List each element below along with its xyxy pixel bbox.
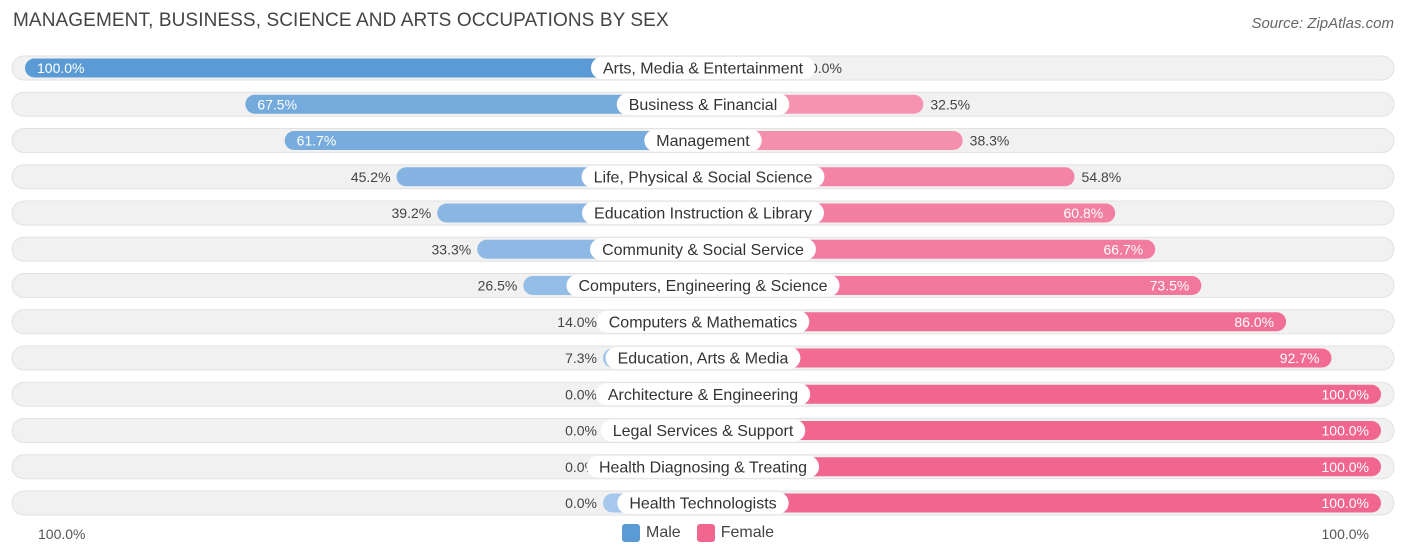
category-label: Health Diagnosing & Treating xyxy=(599,459,807,476)
male-value-label: 0.0% xyxy=(565,386,597,402)
category-label: Education, Arts & Media xyxy=(618,351,789,368)
category-label: Computers, Engineering & Science xyxy=(578,278,827,295)
female-value-label: 100.0% xyxy=(1322,386,1369,402)
male-bar xyxy=(245,94,703,114)
male-value-label: 33.3% xyxy=(432,241,472,257)
category-label: Life, Physical & Social Science xyxy=(594,169,813,186)
category-label: Health Technologists xyxy=(629,496,776,513)
bar-row: 0.0% 100.0%Health Diagnosing & Treating xyxy=(11,454,1395,480)
category-label-pill xyxy=(582,202,824,224)
category-label: Arts, Media & Entertainment xyxy=(603,61,804,78)
bar-row: 14.0% 86.0% Computers & Mathematics xyxy=(11,309,1395,335)
female-bar xyxy=(703,384,1381,404)
bar-row: 33.3% 66.7% Community & Social Service xyxy=(11,236,1395,262)
female-bar xyxy=(703,312,1287,332)
male-value-label: 26.5% xyxy=(478,278,518,294)
male-value-label: 100.0% xyxy=(37,60,84,76)
bar-row: 0.0% 100.0% Health Technologists xyxy=(11,490,1395,516)
category-label-pill xyxy=(590,238,816,261)
chart-title: MANAGEMENT, BUSINESS, SCIENCE AND ARTS O… xyxy=(13,10,669,31)
female-value-label: 100.0% xyxy=(1322,495,1369,511)
male-value-label: 45.2% xyxy=(351,169,391,185)
legend-swatch-female xyxy=(696,524,715,542)
category-label: Business & Financial xyxy=(629,97,778,114)
female-value-label: 73.5% xyxy=(1150,278,1190,294)
legend-item-male: Male xyxy=(622,524,681,542)
axis-right-label: 100.0% xyxy=(1321,526,1369,542)
male-value-label: 61.7% xyxy=(297,133,337,149)
bar-row: 7.3% 92.7% Education, Arts & Media xyxy=(11,345,1395,371)
category-label: Community & Social Service xyxy=(602,242,804,259)
bar-row: 100.0% 0.0% Arts, Media & Entertainment xyxy=(11,55,1395,81)
female-value-label: 100.0% xyxy=(1322,459,1369,475)
male-value-label: 0.0% xyxy=(565,495,597,511)
male-value-label: 14.0% xyxy=(557,314,597,330)
source-label: Source: ZipAtlas.com xyxy=(1251,15,1394,32)
female-value-label: 0.0% xyxy=(810,60,842,76)
category-label-pill xyxy=(590,57,816,79)
category-label: Management xyxy=(656,133,750,150)
female-value-label: 100.0% xyxy=(1322,423,1369,439)
female-value-label: 32.5% xyxy=(930,96,970,112)
category-label-pill xyxy=(616,93,790,116)
bar-row: 61.7% 38.3% Management xyxy=(11,128,1395,153)
category-label-pill xyxy=(644,129,762,152)
axis-left-label: 100.0% xyxy=(38,526,86,542)
female-bar xyxy=(703,239,1156,259)
legend-item-female: Female xyxy=(696,524,775,542)
female-value-label: 66.7% xyxy=(1104,241,1144,257)
category-label-pill xyxy=(566,274,840,297)
category-label: Architecture & Engineering xyxy=(608,387,798,404)
female-value-label: 92.7% xyxy=(1280,350,1320,366)
legend-label-female: Female xyxy=(720,524,775,541)
female-bar xyxy=(703,493,1381,513)
female-bar xyxy=(703,348,1332,368)
male-bar xyxy=(284,131,703,150)
male-value-label: 39.2% xyxy=(392,205,432,221)
category-label-pill xyxy=(586,455,820,478)
female-bar xyxy=(703,457,1381,477)
male-bar xyxy=(25,58,703,78)
category-label-pill xyxy=(617,492,789,514)
category-label-pill xyxy=(595,383,811,406)
male-value-label: 67.5% xyxy=(257,96,297,112)
legend-swatch-male xyxy=(622,524,640,542)
category-label: Education Instruction & Library xyxy=(594,206,812,223)
female-value-label: 86.0% xyxy=(1234,314,1274,330)
female-bar xyxy=(703,421,1381,440)
category-label-pill xyxy=(596,310,810,333)
bar-row: 0.0% 100.0% Legal Services & Support xyxy=(11,418,1395,443)
bar-row: 26.5% 73.5% Computers, Engineering & Scien… xyxy=(11,273,1395,298)
category-label-pill xyxy=(605,347,801,369)
category-label-pill xyxy=(600,419,806,442)
category-label-pill xyxy=(581,165,825,188)
male-value-label: 7.3% xyxy=(565,350,597,366)
bar-row: 67.5% 32.5% Business & Financial xyxy=(11,91,1395,117)
female-value-label: 60.8% xyxy=(1064,205,1104,221)
female-value-label: 38.3% xyxy=(970,133,1010,149)
legend-label-male: Male xyxy=(646,524,681,541)
male-value-label: 0.0% xyxy=(565,423,597,439)
bar-row: 45.2% 54.8% Life, Physical & Social Scienc… xyxy=(11,164,1395,190)
category-label: Legal Services & Support xyxy=(613,423,794,440)
female-bar xyxy=(703,131,963,150)
bar-row: 0.0% 100.0% Architecture & Engineering xyxy=(11,381,1395,407)
category-label: Computers & Mathematics xyxy=(609,314,798,331)
bar-row: 39.2% 60.8% Education Instruction & Librar… xyxy=(11,200,1395,226)
female-value-label: 54.8% xyxy=(1082,169,1122,185)
legend: Male Female xyxy=(622,524,790,542)
